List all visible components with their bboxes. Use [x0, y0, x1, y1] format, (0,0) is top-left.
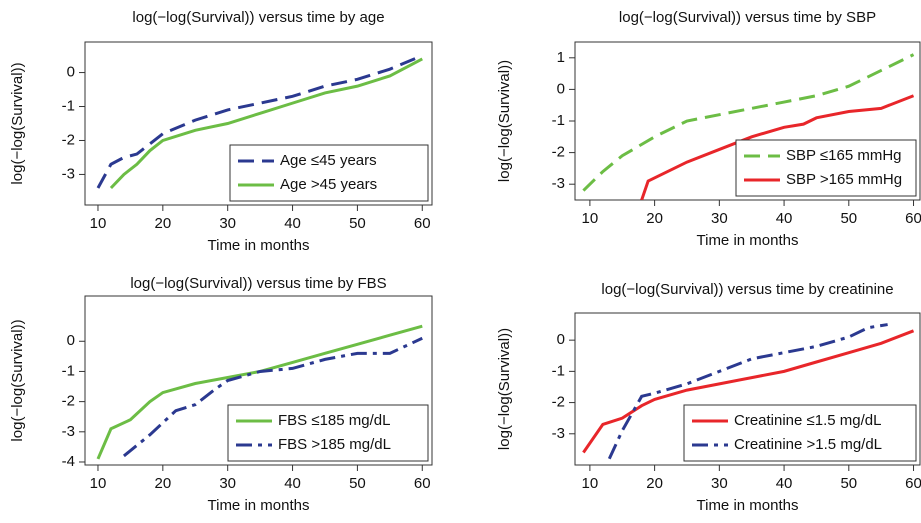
series-group — [96, 324, 423, 460]
series-group — [582, 53, 915, 200]
x-axis-label: Time in months — [697, 232, 799, 249]
y-tick-label: -1 — [62, 362, 75, 379]
plot-frame — [574, 312, 921, 466]
x-tick-label: 40 — [776, 475, 793, 492]
legend-label: Age ≤45 years — [280, 152, 377, 169]
series-line — [109, 57, 423, 190]
panel-title: log(−log(Survival)) versus time by SBP — [619, 9, 876, 26]
legend-box — [229, 144, 429, 202]
y-tick-label: -2 — [552, 394, 565, 411]
panel-title: log(−log(Survival)) versus time by FBS — [130, 275, 386, 292]
x-tick-label: 30 — [711, 210, 728, 227]
series-group — [582, 323, 915, 460]
plot-frame — [84, 41, 433, 206]
legend-label: Creatinine >1.5 mg/dL — [734, 436, 882, 453]
y-tick-label: -1 — [552, 112, 565, 129]
x-tick-label: 20 — [154, 475, 171, 492]
legend-label: FBS >185 mg/dL — [278, 436, 391, 453]
y-tick-label: -1 — [62, 97, 75, 114]
legend: Creatinine ≤1.5 mg/dL Creatinine >1.5 mg/… — [683, 404, 917, 462]
x-tick-label: 50 — [349, 475, 366, 492]
x-tick-label: 60 — [414, 475, 431, 492]
series-line — [582, 53, 915, 192]
panel: log(−log(Survival)) versus time by SBP10… — [496, 9, 921, 249]
x-tick-label: 10 — [90, 215, 107, 232]
y-tick-label: 0 — [557, 80, 565, 97]
y-tick-label: -2 — [62, 131, 75, 148]
y-tick-label: -2 — [62, 393, 75, 410]
panel-title: log(−log(Survival)) versus time by creat… — [601, 281, 893, 298]
y-tick-label: 0 — [67, 64, 75, 81]
y-axis-label: log(−log(Survival)) — [496, 60, 513, 182]
legend-label: Creatinine ≤1.5 mg/dL — [734, 412, 881, 429]
x-tick-label: 40 — [284, 215, 301, 232]
x-tick-label: 10 — [582, 475, 599, 492]
x-tick-label: 50 — [349, 215, 366, 232]
y-tick-label: -3 — [62, 165, 75, 182]
series-line — [96, 324, 423, 460]
panel: log(−log(Survival)) versus time by creat… — [496, 281, 921, 514]
x-axis-label: Time in months — [208, 237, 310, 254]
x-tick-label: 60 — [414, 215, 431, 232]
y-axis-label: log(−log(Survival)) — [496, 328, 513, 450]
series-line — [640, 94, 915, 200]
y-tick-label: -3 — [62, 423, 75, 440]
x-tick-label: 40 — [284, 475, 301, 492]
x-tick-label: 50 — [840, 475, 857, 492]
panel: log(−log(Survival)) versus time by age 10… — [9, 9, 433, 254]
panel: log(−log(Survival)) versus time by FBS 10… — [9, 275, 433, 514]
legend-label: FBS ≤185 mg/dL — [278, 412, 390, 429]
y-tick-label: 0 — [557, 331, 565, 348]
legend: SBP ≤165 mmHg SBP >165 mmHg — [735, 139, 917, 197]
x-tick-label: 30 — [219, 475, 236, 492]
series-line — [607, 323, 888, 460]
x-tick-label: 30 — [219, 215, 236, 232]
x-tick-label: 10 — [90, 475, 107, 492]
y-axis-label: log(−log(Survival)) — [9, 62, 26, 184]
plot-frame — [84, 295, 433, 466]
legend-label: Age >45 years — [280, 176, 377, 193]
series-line — [122, 336, 423, 458]
x-tick-label: 10 — [582, 210, 599, 227]
x-tick-label: 40 — [776, 210, 793, 227]
legend-label: SBP >165 mmHg — [786, 171, 902, 188]
panel-title: log(−log(Survival)) versus time by age — [132, 9, 384, 26]
y-tick-label: 1 — [557, 49, 565, 66]
y-tick-label: -3 — [552, 425, 565, 442]
x-tick-label: 20 — [646, 210, 663, 227]
y-tick-label: -3 — [552, 175, 565, 192]
series-line — [582, 329, 915, 454]
x-axis-label: Time in months — [697, 497, 799, 514]
legend-box — [227, 404, 429, 462]
legend-box — [735, 139, 917, 197]
legend: Age ≤45 years Age >45 years — [229, 144, 429, 202]
x-axis-label: Time in months — [208, 497, 310, 514]
legend-box — [683, 404, 917, 462]
y-tick-label: -1 — [552, 362, 565, 379]
y-tick-label: 0 — [67, 332, 75, 349]
legend-label: SBP ≤165 mmHg — [786, 147, 902, 164]
y-axis-label: log(−log(Survival)) — [9, 319, 26, 441]
series-group — [96, 54, 423, 190]
y-tick-label: -2 — [552, 144, 565, 161]
x-tick-label: 60 — [905, 210, 921, 227]
legend: FBS ≤185 mg/dL FBS >185 mg/dL — [227, 404, 429, 462]
x-tick-label: 20 — [154, 215, 171, 232]
x-tick-label: 30 — [711, 475, 728, 492]
x-tick-label: 20 — [646, 475, 663, 492]
x-tick-label: 60 — [905, 475, 921, 492]
x-tick-label: 50 — [840, 210, 857, 227]
series-line — [96, 54, 423, 189]
y-tick-label: -4 — [62, 453, 75, 470]
